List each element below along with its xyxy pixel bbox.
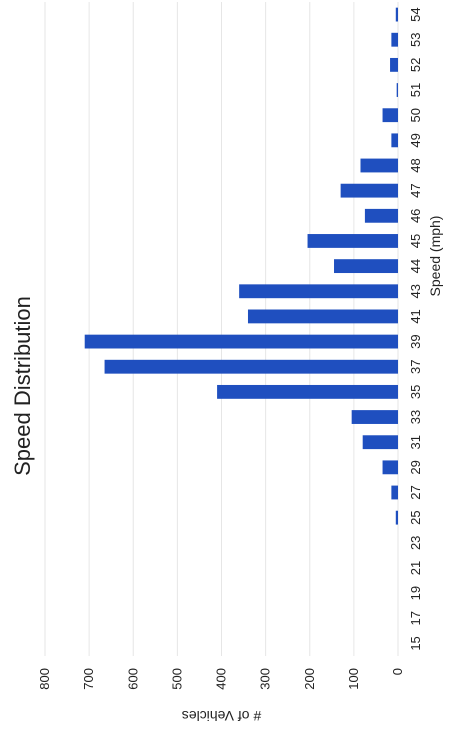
y-tick-label: 500 (169, 668, 184, 690)
bar-53 (391, 32, 399, 47)
y-tick-label: 600 (125, 668, 140, 690)
x-tick-label: 50 (408, 108, 423, 122)
bar-37 (104, 359, 398, 374)
x-tick-label: 46 (408, 209, 423, 223)
y-tick-label: 0 (390, 668, 405, 675)
x-tick-label: 29 (408, 460, 423, 474)
x-tick-label: 51 (408, 83, 423, 97)
y-tick-label: 300 (258, 668, 273, 690)
gridlines (44, 2, 399, 656)
bar-39 (84, 334, 399, 349)
y-tick-labels: 0 100 200 300 400 500 600 700 800 (37, 668, 405, 690)
x-tick-label: 54 (408, 7, 423, 21)
x-tick-label: 27 (408, 485, 423, 499)
bar-25 (395, 510, 399, 525)
x-tick-label: 49 (408, 133, 423, 147)
bar-29 (382, 460, 398, 475)
bar-33 (351, 410, 399, 424)
x-tick-label: 19 (408, 586, 423, 600)
y-tick-label: 800 (37, 668, 52, 690)
bar-52 (390, 57, 398, 72)
bar-51 (396, 83, 398, 97)
bar-31 (362, 435, 399, 450)
x-tick-label: 45 (408, 234, 423, 248)
x-tick-labels: 15 17 19 21 23 25 27 29 31 33 35 37 39 41 43 44 45 46 47 48… (408, 7, 423, 650)
chart-title: Speed Distribution (10, 296, 35, 476)
bar-50 (382, 108, 398, 123)
x-tick-label: 41 (408, 309, 423, 323)
bar-41 (247, 309, 398, 324)
x-tick-label: 21 (408, 561, 423, 575)
bar-54 (395, 7, 399, 22)
bar-49 (391, 133, 399, 148)
y-tick-label: 100 (346, 668, 361, 690)
bar-35 (217, 384, 398, 399)
x-tick-label: 48 (408, 158, 423, 172)
y-tick-label: 200 (302, 668, 317, 690)
bar-48 (360, 158, 398, 173)
y-tick-label: 400 (214, 668, 229, 690)
x-tick-label: 53 (408, 32, 423, 46)
x-tick-label: 35 (408, 385, 423, 399)
bar-27 (391, 485, 399, 500)
x-tick-label: 47 (408, 183, 423, 197)
y-axis-label: # of Vehicles (182, 708, 261, 724)
x-tick-label: 33 (408, 410, 423, 424)
x-tick-label: 31 (408, 435, 423, 449)
x-tick-label: 23 (408, 536, 423, 550)
bar-43 (239, 284, 398, 299)
x-tick-label: 43 (408, 284, 423, 298)
x-tick-label: 15 (408, 636, 423, 650)
x-tick-label: 37 (408, 359, 423, 373)
bar-46 (364, 208, 398, 223)
x-tick-label: 17 (408, 611, 423, 625)
x-tick-label: 44 (408, 259, 423, 273)
x-tick-label: 25 (408, 510, 423, 524)
x-tick-label: 39 (408, 334, 423, 348)
x-tick-label: 52 (408, 58, 423, 72)
y-tick-label: 700 (81, 668, 96, 690)
bars (84, 7, 399, 525)
bar-47 (340, 183, 399, 198)
bar-44 (334, 259, 398, 274)
x-axis-label: Speed (mph) (427, 216, 443, 297)
bar-45 (307, 234, 399, 248)
